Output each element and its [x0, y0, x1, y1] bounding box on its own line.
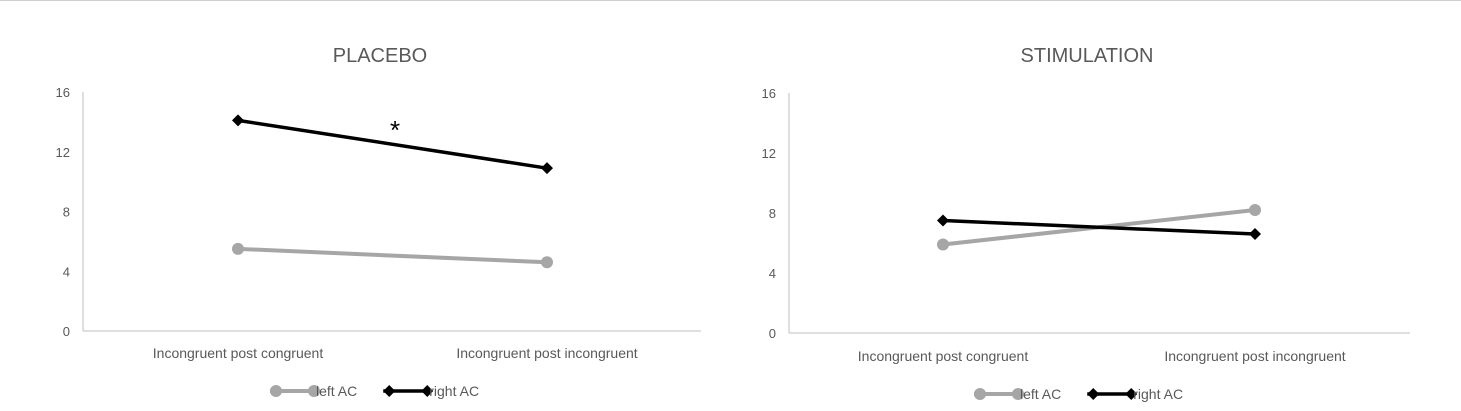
- series-line-right-ac: [236, 118, 549, 170]
- y-tick-label: 0: [769, 326, 776, 341]
- data-point-left-ac: [541, 256, 553, 269]
- significance-annotation: *: [390, 115, 400, 145]
- chart-title: PLACEBO: [333, 45, 427, 67]
- x-category-label: Incongruent post incongruent: [1164, 348, 1345, 364]
- x-category-label: Incongruent post congruent: [858, 348, 1029, 364]
- data-point-left-ac: [232, 242, 244, 255]
- data-point-right-ac: [937, 214, 949, 227]
- y-tick-label: 4: [769, 266, 776, 281]
- legend-label: left AC: [316, 383, 357, 399]
- y-tick-label: 12: [56, 145, 70, 160]
- series-line-right-ac: [941, 218, 1257, 236]
- y-tick-label: 8: [63, 205, 70, 220]
- legend-swatch-marker: [1087, 388, 1100, 400]
- x-category-label: Incongruent post incongruent: [456, 345, 637, 361]
- legend-swatch-marker: [270, 385, 282, 397]
- data-point-right-ac: [232, 114, 244, 127]
- legend-swatch-marker: [1012, 388, 1024, 400]
- data-point-right-ac: [1249, 228, 1261, 240]
- series-line-left-ac: [236, 246, 549, 265]
- chart-title: STIMULATION: [1021, 45, 1154, 67]
- legend-label: left AC: [1020, 386, 1061, 402]
- data-point-right-ac: [541, 162, 553, 175]
- legend-label: right AC: [429, 383, 479, 399]
- legend-swatch-marker: [308, 385, 320, 397]
- legend-swatch-marker: [974, 388, 986, 400]
- top-border: [0, 0, 1461, 1]
- legend-swatch-marker: [1125, 388, 1138, 400]
- legend-label: right AC: [1133, 386, 1183, 402]
- y-tick-label: 16: [762, 86, 776, 101]
- legend-swatch-marker: [383, 385, 396, 397]
- chart-1: PLACEBO 0 4 8 12 16 Incongruent post congruent…: [56, 45, 701, 399]
- y-tick-label: 0: [63, 324, 70, 339]
- y-tick-label: 16: [56, 85, 70, 100]
- y-tick-label: 8: [769, 206, 776, 221]
- legend-swatch-marker: [421, 385, 434, 397]
- x-category-label: Incongruent post congruent: [153, 345, 324, 361]
- y-tick-label: 12: [762, 146, 776, 161]
- chart-2: STIMULATION 0 4 8 12 16 Incongruent post congr…: [762, 45, 1410, 402]
- data-point-left-ac: [937, 238, 949, 251]
- y-tick-label: 4: [63, 264, 70, 279]
- data-point-left-ac: [1249, 204, 1261, 216]
